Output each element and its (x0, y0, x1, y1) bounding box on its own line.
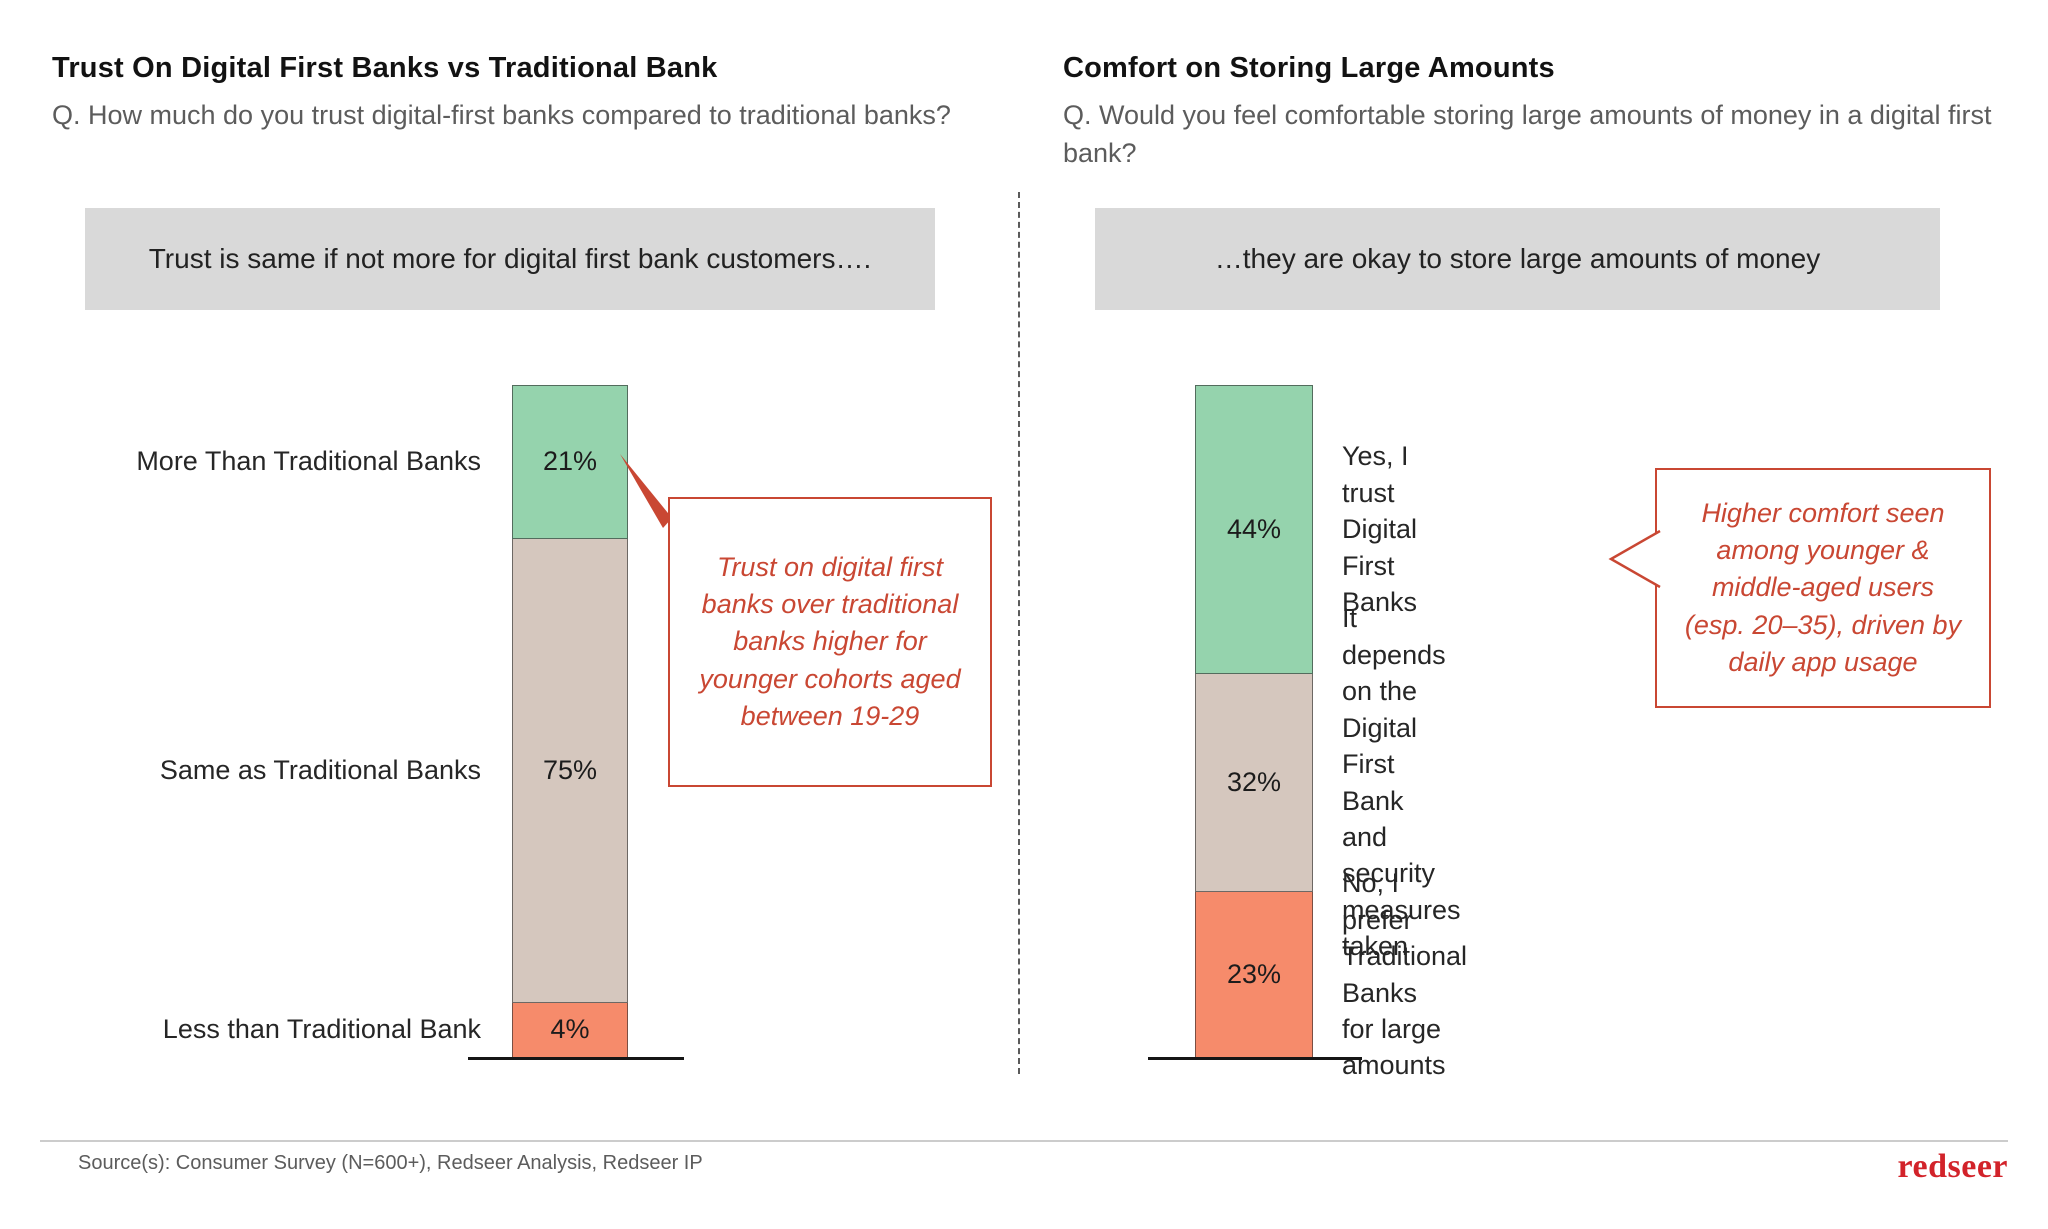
bar-segment-more-than-traditional: More Than Traditional Banks 21% (136, 385, 628, 539)
trust-axis-baseline (468, 1057, 684, 1060)
segment-value-label: 4% (550, 1014, 590, 1045)
footer-divider (40, 1140, 2008, 1142)
comfort-panel-question: Q. Would you feel comfortable storing la… (1063, 100, 1992, 169)
segment-value-label: 21% (542, 446, 598, 477)
segment-value-label: 75% (542, 754, 598, 785)
trust-panel-title: Trust On Digital First Banks vs Traditio… (52, 52, 718, 84)
redseer-logo: redseer (1897, 1148, 2008, 1185)
bar-segment-same-as-traditional: Same as Traditional Banks 75% (160, 538, 628, 1003)
source-note: Source(s): Consumer Survey (N=600+), Red… (78, 1152, 703, 1174)
comfort-headline-text: …they are okay to store large amounts of… (1214, 243, 1821, 274)
trust-headline-text: Trust is same if not more for digital fi… (148, 243, 872, 274)
comfort-stacked-bar: 44% Yes, I trust Digital First Banks 32%… (1195, 385, 1467, 1080)
trust-panel-question: Q. How much do you trust digital-first b… (52, 100, 951, 130)
comfort-headline-banner: …they are okay to store large amounts of… (1095, 208, 1940, 310)
panel-divider (1018, 192, 1020, 1074)
comfort-callout: Higher comfort seen among younger & midd… (1608, 468, 1991, 708)
comfort-callout-text: Higher comfort seen among younger & midd… (1684, 497, 1962, 677)
segment-response-label: It depends on the Digital First Bank and… (1342, 603, 1461, 962)
trust-stacked-bar: More Than Traditional Banks 21% Same as … (136, 385, 628, 1058)
trust-callout-text: Trust on digital first banks over tradit… (699, 551, 961, 731)
segment-value-label: 44% (1226, 514, 1282, 544)
bar-segment-no-prefer-traditional: 23% No, I prefer Traditional Banks for l… (1195, 868, 1467, 1080)
comfort-panel-title: Comfort on Storing Large Amounts (1063, 52, 1555, 84)
comfort-callout-tail (1608, 529, 1661, 589)
bar-segment-less-than-traditional: Less than Traditional Bank 4% (163, 1002, 628, 1058)
trust-headline-banner: Trust is same if not more for digital fi… (85, 208, 935, 310)
segment-response-label: Yes, I trust Digital First Banks (1342, 441, 1418, 618)
segment-category-label: Same as Traditional Banks (159, 754, 481, 785)
bar-segment-yes-trust: 44% Yes, I trust Digital First Banks (1195, 385, 1417, 674)
segment-response-label: No, I prefer Traditional Banks for large… (1342, 868, 1468, 1081)
segment-category-label: Less than Traditional Bank (162, 1014, 481, 1045)
trust-callout-pointer-line (620, 454, 672, 528)
comfort-axis-baseline (1148, 1057, 1362, 1060)
segment-category-label: More Than Traditional Banks (136, 446, 481, 477)
segment-value-label: 23% (1226, 959, 1282, 990)
segment-value-label: 32% (1226, 767, 1282, 798)
bar-segment-depends: 32% It depends on the Digital First Bank… (1195, 603, 1461, 961)
trust-callout: Trust on digital first banks over tradit… (668, 497, 992, 787)
